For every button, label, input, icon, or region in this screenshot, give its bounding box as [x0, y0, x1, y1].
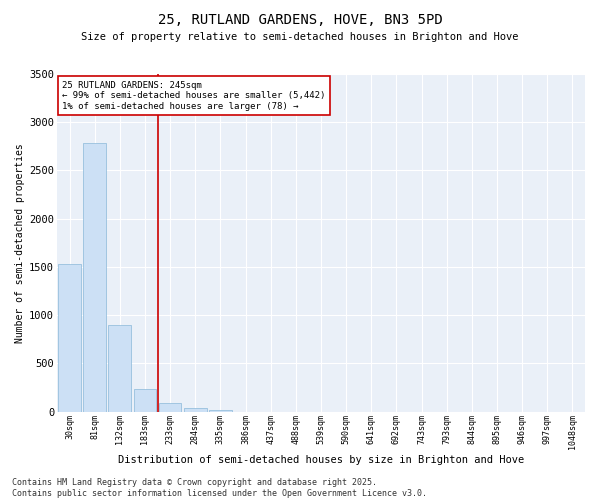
Bar — [83, 144, 106, 412]
Text: 25, RUTLAND GARDENS, HOVE, BN3 5PD: 25, RUTLAND GARDENS, HOVE, BN3 5PD — [158, 12, 442, 26]
X-axis label: Distribution of semi-detached houses by size in Brighton and Hove: Distribution of semi-detached houses by … — [118, 455, 524, 465]
Text: Contains HM Land Registry data © Crown copyright and database right 2025.
Contai: Contains HM Land Registry data © Crown c… — [12, 478, 427, 498]
Bar — [159, 402, 181, 411]
Text: 25 RUTLAND GARDENS: 245sqm
← 99% of semi-detached houses are smaller (5,442)
1% : 25 RUTLAND GARDENS: 245sqm ← 99% of semi… — [62, 81, 326, 110]
Bar — [109, 325, 131, 412]
Bar — [209, 410, 232, 412]
Text: Size of property relative to semi-detached houses in Brighton and Hove: Size of property relative to semi-detach… — [81, 32, 519, 42]
Bar — [134, 388, 156, 411]
Bar — [58, 264, 81, 412]
Y-axis label: Number of semi-detached properties: Number of semi-detached properties — [15, 143, 25, 342]
Bar — [184, 408, 206, 412]
